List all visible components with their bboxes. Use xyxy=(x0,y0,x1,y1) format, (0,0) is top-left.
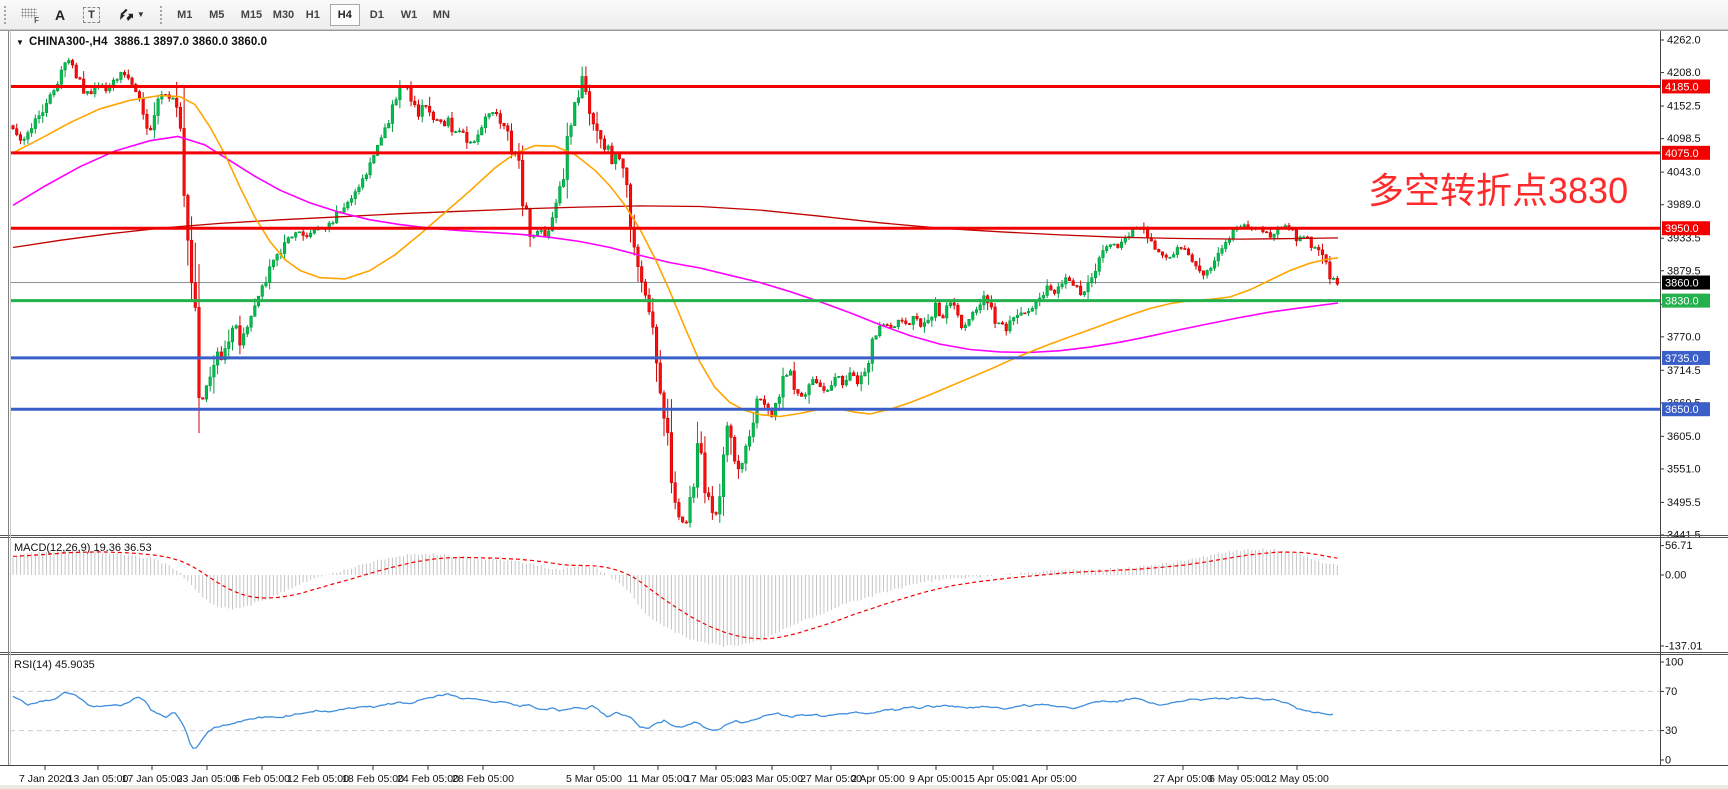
crosshair-arrows-icon xyxy=(119,8,133,21)
rsi-axis-tick-label: 30 xyxy=(1665,725,1677,737)
symbol-title[interactable]: ▼ CHINA300-,H4 3886.1 3897.0 3860.0 3860.… xyxy=(16,36,267,48)
time-axis-label: 18 Feb 05:00 xyxy=(342,773,404,785)
price-axis-tick-label: 4098.5 xyxy=(1667,133,1701,145)
macd-indicator-label: MACD(12,26,9) 19.36 36.53 xyxy=(14,542,152,554)
price-axis-tick-label: 3879.5 xyxy=(1667,265,1701,277)
rsi-panel[interactable] xyxy=(0,655,1728,765)
macd-axis-tick-label: -137.01 xyxy=(1665,640,1702,652)
price-badge-3950: 3950.0 xyxy=(1662,221,1710,236)
rsi-axis-tick-label: 70 xyxy=(1665,686,1677,698)
toolbar: F A T ▼ M1 M5 M15 M30 H1 H4 D1 W1 MN xyxy=(0,0,1728,30)
price-axis-tick-label: 3551.0 xyxy=(1667,463,1701,475)
time-axis-label: 9 Apr 05:00 xyxy=(909,773,963,785)
time-axis-label: 11 Mar 05:00 xyxy=(627,773,688,785)
time-axis-label: 17 Mar 05:00 xyxy=(685,773,747,785)
time-axis-label: 2 Apr 05:00 xyxy=(851,773,905,785)
time-axis-label: 12 May 05:00 xyxy=(1265,773,1329,785)
symbol-dropdown-icon[interactable]: ▼ xyxy=(16,38,25,47)
timeframe-button-m5[interactable]: M5 xyxy=(202,4,232,26)
time-axis-label: 6 Feb 05:00 xyxy=(234,773,290,785)
macd-histogram xyxy=(12,548,1338,647)
time-axis-label: 27 Mar 05:00 xyxy=(800,773,862,785)
price-axis-tick-label: 3989.0 xyxy=(1667,199,1701,211)
time-axis-label: 21 Apr 05:00 xyxy=(1017,773,1077,785)
price-axis-tick-label: 3770.0 xyxy=(1667,331,1701,343)
chart-grid-button[interactable]: F xyxy=(14,3,44,27)
svg-text:4075.0: 4075.0 xyxy=(1665,148,1699,160)
price-badge-4185: 4185.0 xyxy=(1662,79,1710,94)
toolbar-grip[interactable] xyxy=(3,4,8,25)
price-axis-tick-label: 3933.5 xyxy=(1667,233,1701,245)
time-axis-label: 13 Jan 05:00 xyxy=(68,773,129,785)
macd-axis-tick-label: 0.00 xyxy=(1665,570,1686,582)
price-badge-3830: 3830.0 xyxy=(1662,293,1710,308)
rsi-line xyxy=(12,691,1334,749)
time-axis-label: 6 May 05:00 xyxy=(1209,773,1267,785)
price-badge-3650: 3650.0 xyxy=(1662,402,1710,417)
toolbar-separator xyxy=(158,4,164,25)
time-axis-label: 28 Feb 05:00 xyxy=(452,773,514,785)
price-axis-tick-label: 3714.5 xyxy=(1667,365,1701,377)
timeframe-button-h1[interactable]: H1 xyxy=(298,4,328,26)
price-axis-tick-label: 3495.5 xyxy=(1667,497,1701,509)
timeframe-button-m1[interactable]: M1 xyxy=(170,4,200,26)
chart-region: 4262.0 4208.0 4152.5 4098.5 4043.0 3989.0 3933… xyxy=(0,30,1728,789)
macd-signal-line xyxy=(12,551,1338,640)
svg-text:3830.0: 3830.0 xyxy=(1665,296,1699,308)
time-axis-label: 24 Feb 05:00 xyxy=(397,773,459,785)
price-badge-4075: 4075.0 xyxy=(1662,145,1710,160)
svg-text:3860.0: 3860.0 xyxy=(1665,278,1699,290)
price-axis-tick-label: 4043.0 xyxy=(1667,167,1701,179)
chart-canvas[interactable]: 4262.0 4208.0 4152.5 4098.5 4043.0 3989.0 3933… xyxy=(0,30,1728,789)
time-axis-label: 23 Jan 05:00 xyxy=(177,773,238,785)
price-axis-tick-label: 4152.5 xyxy=(1667,101,1701,113)
time-axis-label: 12 Feb 05:00 xyxy=(287,773,349,785)
svg-text:3950.0: 3950.0 xyxy=(1665,223,1699,235)
rsi-axis-tick-label: 0 xyxy=(1665,755,1671,767)
timeframe-button-m30[interactable]: M30 xyxy=(266,4,296,26)
timeframe-button-w1[interactable]: W1 xyxy=(394,4,424,26)
timeframe-button-m15[interactable]: M15 xyxy=(234,4,264,26)
rsi-axis-tick-label: 100 xyxy=(1665,657,1683,669)
time-axis-label: 7 Jan 2020 xyxy=(19,773,71,785)
macd-axis-tick-label: 56.71 xyxy=(1665,540,1693,552)
price-badge-3860: 3860.0 xyxy=(1662,275,1710,290)
letter-t-icon: T xyxy=(83,6,100,23)
cursor-tools-button[interactable]: ▼ xyxy=(111,3,152,27)
time-axis-label: 27 Apr 05:00 xyxy=(1153,773,1213,785)
timeframe-button-mn[interactable]: MN xyxy=(426,4,456,26)
timeframe-button-h4[interactable]: H4 xyxy=(329,3,360,26)
rsi-indicator-label: RSI(14) 45.9035 xyxy=(14,659,95,671)
svg-text:4185.0: 4185.0 xyxy=(1665,81,1699,93)
ma-mid-line xyxy=(12,135,1339,354)
arrow-cursor-button[interactable]: A xyxy=(48,3,72,27)
price-axis-tick-label: 4262.0 xyxy=(1667,35,1701,47)
price-badge-3735: 3735.0 xyxy=(1662,350,1710,365)
price-axis-tick-label: 3605.0 xyxy=(1667,431,1701,443)
time-axis-label: 5 Mar 05:00 xyxy=(566,773,622,785)
symbol-label: CHINA300-,H4 xyxy=(29,36,108,48)
svg-text:3735.0: 3735.0 xyxy=(1665,353,1699,365)
time-axis-label: 15 Apr 05:00 xyxy=(963,773,1023,785)
ma-slow-line xyxy=(12,205,1339,249)
letter-a-icon: A xyxy=(55,6,66,23)
annotation-text[interactable]: 多空转折点3830 xyxy=(1368,170,1629,211)
time-axis-label: 17 Jan 05:00 xyxy=(122,773,183,785)
svg-text:3650.0: 3650.0 xyxy=(1665,404,1699,416)
price-axis-tick-label: 4208.0 xyxy=(1667,67,1701,79)
chart-grid-icon: F xyxy=(21,7,39,25)
time-axis-label: 23 Mar 05:00 xyxy=(741,773,803,785)
ohlc-values: 3886.1 3897.0 3860.0 3860.0 xyxy=(114,36,268,48)
chevron-down-icon: ▼ xyxy=(136,10,145,19)
ma-fast-line xyxy=(12,94,1339,418)
macd-panel[interactable] xyxy=(0,538,1728,652)
text-label-button[interactable]: T xyxy=(76,3,107,27)
timeframe-button-d1[interactable]: D1 xyxy=(362,4,392,26)
